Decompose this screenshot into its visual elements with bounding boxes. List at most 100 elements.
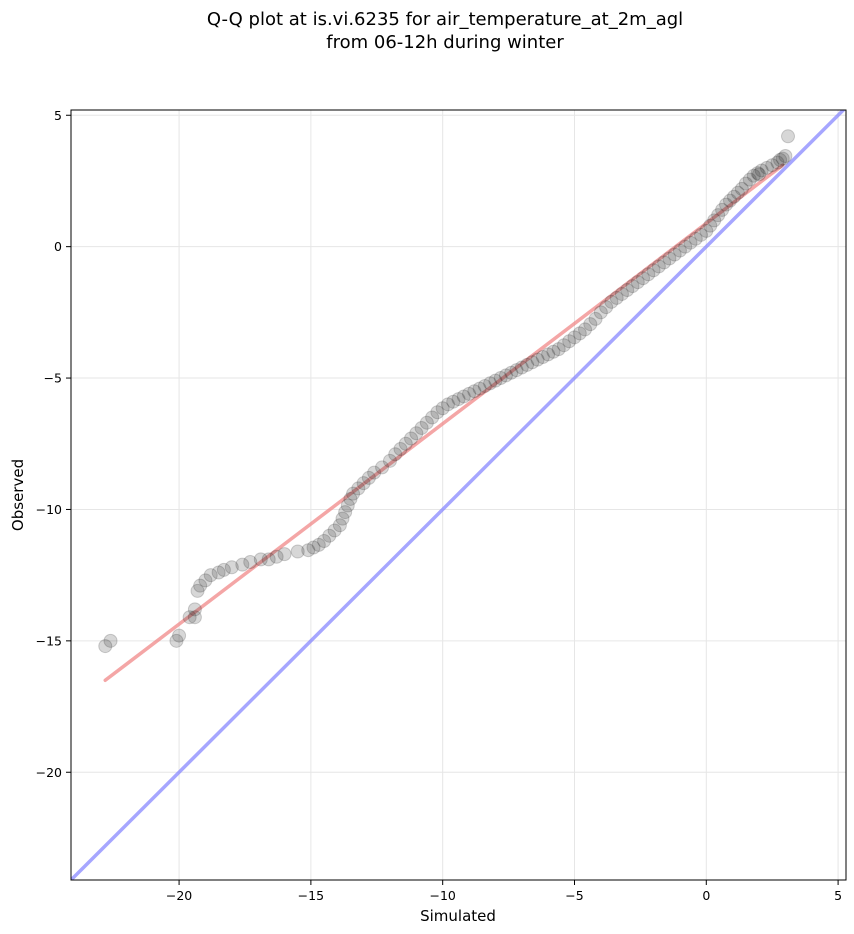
data-point (636, 271, 651, 286)
data-point (169, 633, 184, 648)
data-point (541, 347, 556, 362)
x-tick-label: −5 (565, 888, 583, 903)
data-point (446, 394, 461, 409)
y-tick-label: 5 (54, 108, 62, 123)
data-point (343, 491, 358, 506)
data-point (707, 213, 722, 228)
data-point (382, 453, 397, 468)
data-point (335, 511, 350, 526)
scatter-points (98, 129, 796, 654)
y-tick-label: −5 (44, 371, 62, 386)
data-point (340, 498, 355, 513)
identity-line (71, 110, 846, 880)
data-point (773, 152, 788, 167)
data-point (393, 442, 408, 457)
data-point (535, 350, 550, 365)
data-point (578, 322, 593, 337)
data-point (435, 401, 450, 416)
data-point (730, 185, 745, 200)
x-tick-label: 0 (702, 888, 710, 903)
data-point (509, 363, 524, 378)
data-point (694, 227, 709, 242)
data-point (388, 447, 403, 462)
data-point (646, 263, 661, 278)
reference-lines (71, 110, 846, 880)
data-point (98, 639, 113, 654)
data-point (172, 628, 187, 643)
data-point (243, 555, 258, 570)
data-point (614, 286, 629, 301)
data-point (520, 357, 535, 372)
data-point (493, 371, 508, 386)
data-point (301, 543, 316, 558)
data-point (750, 166, 765, 181)
data-point (462, 386, 477, 401)
data-point (630, 275, 645, 290)
data-point (261, 552, 276, 567)
data-point (546, 344, 561, 359)
data-point (662, 251, 677, 266)
data-point (198, 573, 213, 588)
data-point (253, 552, 268, 567)
data-point (346, 486, 361, 501)
data-point (456, 389, 471, 404)
data-point (778, 148, 793, 163)
data-point (742, 172, 757, 187)
y-axis-ticks: −20 −15 −10 −5 0 5 (36, 108, 71, 780)
data-point (440, 397, 455, 412)
data-point (430, 405, 445, 420)
data-point (556, 338, 571, 353)
data-point (269, 549, 284, 564)
data-point (235, 557, 250, 572)
data-point (754, 163, 769, 178)
data-point (203, 568, 218, 583)
data-point (703, 218, 718, 233)
x-tick-label: −20 (166, 888, 192, 903)
data-point (759, 160, 774, 175)
y-axis-label: Observed (9, 459, 27, 531)
data-point (723, 193, 738, 208)
data-point (699, 223, 714, 238)
data-point (356, 476, 371, 491)
data-point (746, 168, 761, 183)
fit-line (103, 163, 785, 683)
data-point (224, 560, 239, 575)
data-point (351, 481, 366, 496)
data-point (187, 602, 202, 617)
data-point (625, 279, 640, 294)
x-tick-label: 5 (834, 888, 842, 903)
data-point (726, 189, 741, 204)
chart-title-line-1: Q-Q plot at is.vi.6235 for air_temperatu… (207, 9, 683, 30)
data-point (472, 381, 487, 396)
data-point (525, 355, 540, 370)
y-tick-label: −15 (36, 633, 62, 648)
data-point (657, 255, 672, 270)
x-axis-label: Simulated (420, 907, 496, 925)
data-point (734, 181, 749, 196)
data-point (583, 317, 598, 332)
data-point (688, 231, 703, 246)
data-point (488, 373, 503, 388)
data-point (338, 505, 353, 520)
data-point (593, 305, 608, 320)
data-point (409, 426, 424, 441)
data-point (504, 365, 519, 380)
data-point (641, 267, 656, 282)
data-point (290, 544, 305, 559)
data-point (567, 330, 582, 345)
data-point (211, 565, 226, 580)
y-tick-label: 0 (54, 239, 62, 254)
data-point (367, 465, 382, 480)
data-point (562, 334, 577, 349)
data-point (530, 352, 545, 367)
data-point (770, 155, 785, 170)
data-point (588, 311, 603, 326)
data-point (317, 533, 332, 548)
data-point (620, 283, 635, 298)
data-point (327, 523, 342, 538)
data-point (514, 360, 529, 375)
data-point (604, 294, 619, 309)
data-point (483, 376, 498, 391)
data-point (719, 197, 734, 212)
